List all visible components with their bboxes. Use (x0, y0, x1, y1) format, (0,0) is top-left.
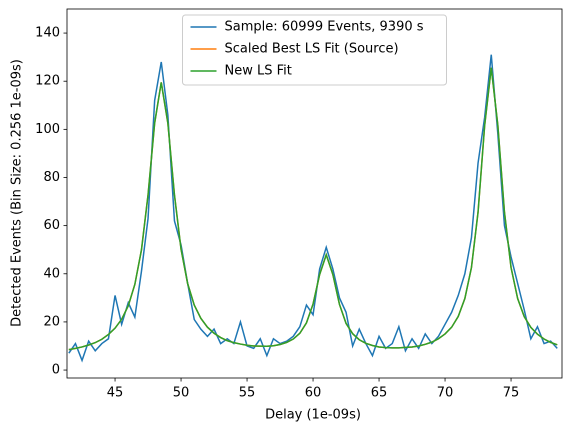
x-tick-label: 70 (437, 386, 454, 401)
y-tick-label: 0 (52, 363, 60, 378)
legend: Sample: 60999 Events, 9390 s Scaled Best … (182, 14, 447, 86)
x-tick-label: 60 (305, 386, 322, 401)
y-tick-label: 60 (43, 218, 60, 233)
y-tick-label: 20 (43, 314, 60, 329)
x-tick-label: 65 (371, 386, 388, 401)
x-tick-label: 55 (239, 386, 256, 401)
y-axis-label: Detected Events (Bin Size: 0.256 1e-09s) (10, 59, 25, 327)
y-tick-label: 40 (43, 266, 60, 281)
plot-frame (66, 8, 563, 379)
y-tick-label: 140 (35, 26, 60, 41)
x-tick-label: 50 (173, 386, 190, 401)
data-line (68, 67, 558, 351)
data-line (68, 67, 558, 351)
legend-label: Sample: 60999 Events, 9390 s (225, 20, 424, 35)
legend-label: New LS Fit (225, 64, 292, 79)
y-tick-label: 100 (35, 122, 60, 137)
y-tick-label: 80 (43, 170, 60, 185)
x-axis-label: Delay (1e-09s) (265, 408, 361, 423)
data-line (68, 54, 558, 363)
legend-box (182, 14, 447, 86)
y-tick-label: 120 (35, 74, 60, 89)
x-tick-label: 75 (503, 386, 520, 401)
x-tick-label: 45 (107, 386, 124, 401)
legend-label: Scaled Best LS Fit (Source) (225, 42, 399, 57)
